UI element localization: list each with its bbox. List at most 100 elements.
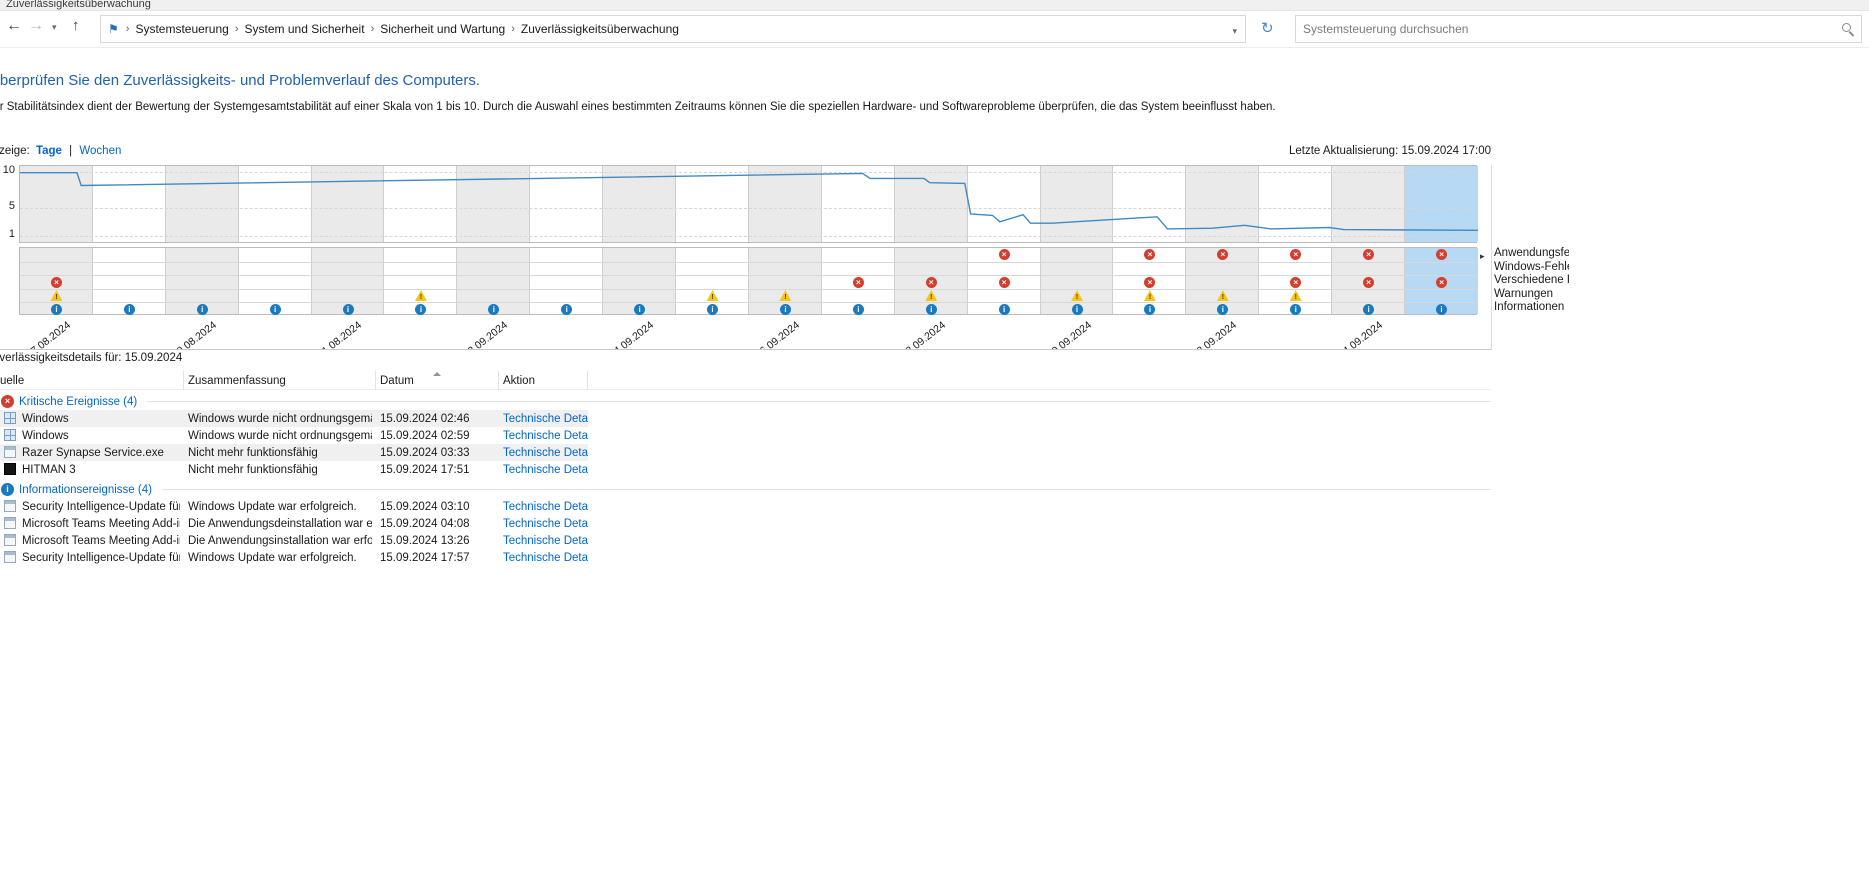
column-header-datum[interactable]: Datum (376, 371, 499, 390)
info-icon[interactable]: i (852, 303, 864, 315)
info-icon[interactable]: i (634, 303, 646, 315)
table-row[interactable]: Security Intelligence-Update für M... Win… (0, 498, 588, 515)
warning-icon[interactable]: ! (706, 290, 719, 302)
table-row[interactable]: Security Intelligence-Update für M... Win… (0, 549, 588, 566)
back-icon[interactable]: ← (6, 17, 22, 34)
info-icon[interactable]: i (50, 303, 62, 315)
table-row[interactable]: Microsoft Teams Meeting Add-in f... Die A… (0, 532, 588, 549)
chart-column-2[interactable] (92, 166, 166, 242)
address-dropdown-chevron-icon[interactable]: ▾ (1232, 26, 1237, 36)
info-icon[interactable]: i (1217, 303, 1229, 315)
info-icon[interactable]: i (998, 303, 1010, 315)
event-group-label[interactable]: Kritische Ereignisse (4) (19, 395, 138, 408)
error-icon[interactable]: × (1363, 276, 1375, 288)
technical-details-link[interactable]: Technische Detail... (503, 534, 588, 547)
event-row-label: Verschiedene Fehler (1494, 274, 1569, 287)
error-icon[interactable]: × (50, 276, 62, 288)
warning-icon[interactable]: ! (1216, 290, 1229, 302)
refresh-icon[interactable]: ↻ (1261, 20, 1274, 37)
table-row[interactable]: Windows Windows wurde nicht ordnungsgemäß… (0, 427, 588, 444)
info-icon[interactable]: i (1071, 303, 1083, 315)
error-icon[interactable]: × (1436, 249, 1448, 261)
info-icon[interactable]: i (196, 303, 208, 315)
error-icon[interactable]: × (998, 276, 1010, 288)
error-icon[interactable]: × (1290, 249, 1302, 261)
technical-details-link[interactable]: Technische Detail... (503, 551, 588, 564)
info-icon[interactable]: i (707, 303, 719, 315)
info-icon[interactable]: i (561, 303, 573, 315)
chart-column-1[interactable] (20, 166, 93, 242)
error-icon[interactable]: × (1436, 276, 1448, 288)
event-group-label[interactable]: Informationsereignisse (4) (19, 483, 152, 496)
warning-icon[interactable]: ! (50, 290, 63, 302)
technical-details-link[interactable]: Technische Detail... (503, 412, 588, 425)
navigation-bar: ← → ▾ ↑ ⚑ › Systemsteuerung › System und Si… (0, 11, 1869, 48)
source-app-icon (4, 429, 16, 441)
warning-icon[interactable]: ! (1071, 290, 1084, 302)
view-weeks-link[interactable]: Wochen (79, 145, 122, 157)
up-icon[interactable]: ↑ (72, 17, 80, 34)
chart-column-15[interactable] (1040, 166, 1114, 242)
warning-icon[interactable]: ! (1143, 290, 1156, 302)
error-icon[interactable]: × (925, 276, 937, 288)
chart-column-14[interactable] (967, 166, 1041, 242)
chart-column-17[interactable] (1186, 166, 1260, 242)
breadcrumb-item-3[interactable]: Zuverlässigkeitsüberwachung (520, 22, 679, 36)
last-update-text: Letzte Aktualisierung: 15.09.2024 17:00 (1288, 145, 1491, 157)
technical-details-link[interactable]: Technische Detail... (503, 517, 588, 530)
column-header-quelle[interactable]: Quelle (0, 371, 184, 390)
chart-column-3[interactable] (165, 166, 239, 242)
search-icon[interactable] (1842, 23, 1851, 32)
warning-icon[interactable]: ! (779, 290, 792, 302)
address-bar[interactable]: ⚑ › Systemsteuerung › System und Sicherheit… (100, 15, 1246, 43)
table-row[interactable]: Microsoft Teams Meeting Add-in f... Die A… (0, 515, 588, 532)
technical-details-link[interactable]: Technische Detail... (503, 429, 588, 442)
info-icon[interactable]: i (269, 303, 281, 315)
info-icon[interactable]: i (488, 303, 500, 315)
warning-icon[interactable]: ! (414, 290, 427, 302)
chart-column-5[interactable] (311, 166, 385, 242)
technical-details-link[interactable]: Technische Detail... (503, 463, 588, 476)
search-input[interactable] (1296, 16, 1831, 42)
breadcrumb-item-2[interactable]: Sicherheit und Wartung (380, 22, 506, 36)
search-box[interactable] (1295, 15, 1862, 43)
info-icon[interactable]: i (1144, 303, 1156, 315)
forward-icon[interactable]: → (28, 17, 44, 34)
breadcrumb-item-0[interactable]: Systemsteuerung (135, 22, 229, 36)
info-icon[interactable]: i (1290, 303, 1302, 315)
view-days-link[interactable]: Tage (35, 145, 62, 157)
table-row[interactable]: HITMAN 3 Nicht mehr funktionsfähig 15.09.2… (0, 461, 588, 478)
scroll-right-icon[interactable]: ▸ (1480, 251, 1485, 261)
error-icon[interactable]: × (1363, 249, 1375, 261)
warning-icon[interactable]: ! (925, 290, 938, 302)
info-icon[interactable]: i (342, 303, 354, 315)
chart-column-11[interactable] (749, 166, 822, 242)
recent-pages-chevron-icon[interactable]: ▾ (52, 22, 57, 32)
column-header-aktion[interactable]: Aktion (499, 371, 588, 390)
warning-icon[interactable]: ! (1289, 290, 1302, 302)
chart-column-6[interactable] (384, 166, 458, 242)
error-icon[interactable]: × (852, 276, 864, 288)
page-description: Der Stabilitätsindex dient der Bewertung… (0, 101, 1276, 113)
info-icon[interactable]: i (779, 303, 791, 315)
info-icon[interactable]: i (1436, 303, 1448, 315)
column-header-zusammenfassung[interactable]: Zusammenfassung (184, 371, 376, 390)
technical-details-link[interactable]: Technische Detail... (503, 446, 588, 459)
chart-column-10[interactable] (676, 166, 749, 242)
table-row[interactable]: Windows Windows wurde nicht ordnungsgemäß… (0, 410, 588, 427)
info-icon[interactable]: i (1363, 303, 1375, 315)
table-row[interactable]: Razer Synapse Service.exe Nicht mehr funk… (0, 444, 588, 461)
error-icon[interactable]: × (998, 249, 1010, 261)
info-icon[interactable]: i (123, 303, 135, 315)
breadcrumb-item-1[interactable]: System und Sicherheit (244, 22, 365, 36)
error-icon[interactable]: × (1290, 276, 1302, 288)
error-icon[interactable]: × (1144, 276, 1156, 288)
technical-details-link[interactable]: Technische Detail... (503, 500, 588, 513)
chart-column-9[interactable] (603, 166, 677, 242)
info-icon[interactable]: i (415, 303, 427, 315)
chart-column-4[interactable] (238, 166, 312, 242)
info-icon[interactable]: i (925, 303, 937, 315)
error-icon[interactable]: × (1217, 249, 1229, 261)
error-icon[interactable]: × (1144, 249, 1156, 261)
cell-summary: Die Anwendungsdeinstallation war erfo... (188, 517, 372, 530)
